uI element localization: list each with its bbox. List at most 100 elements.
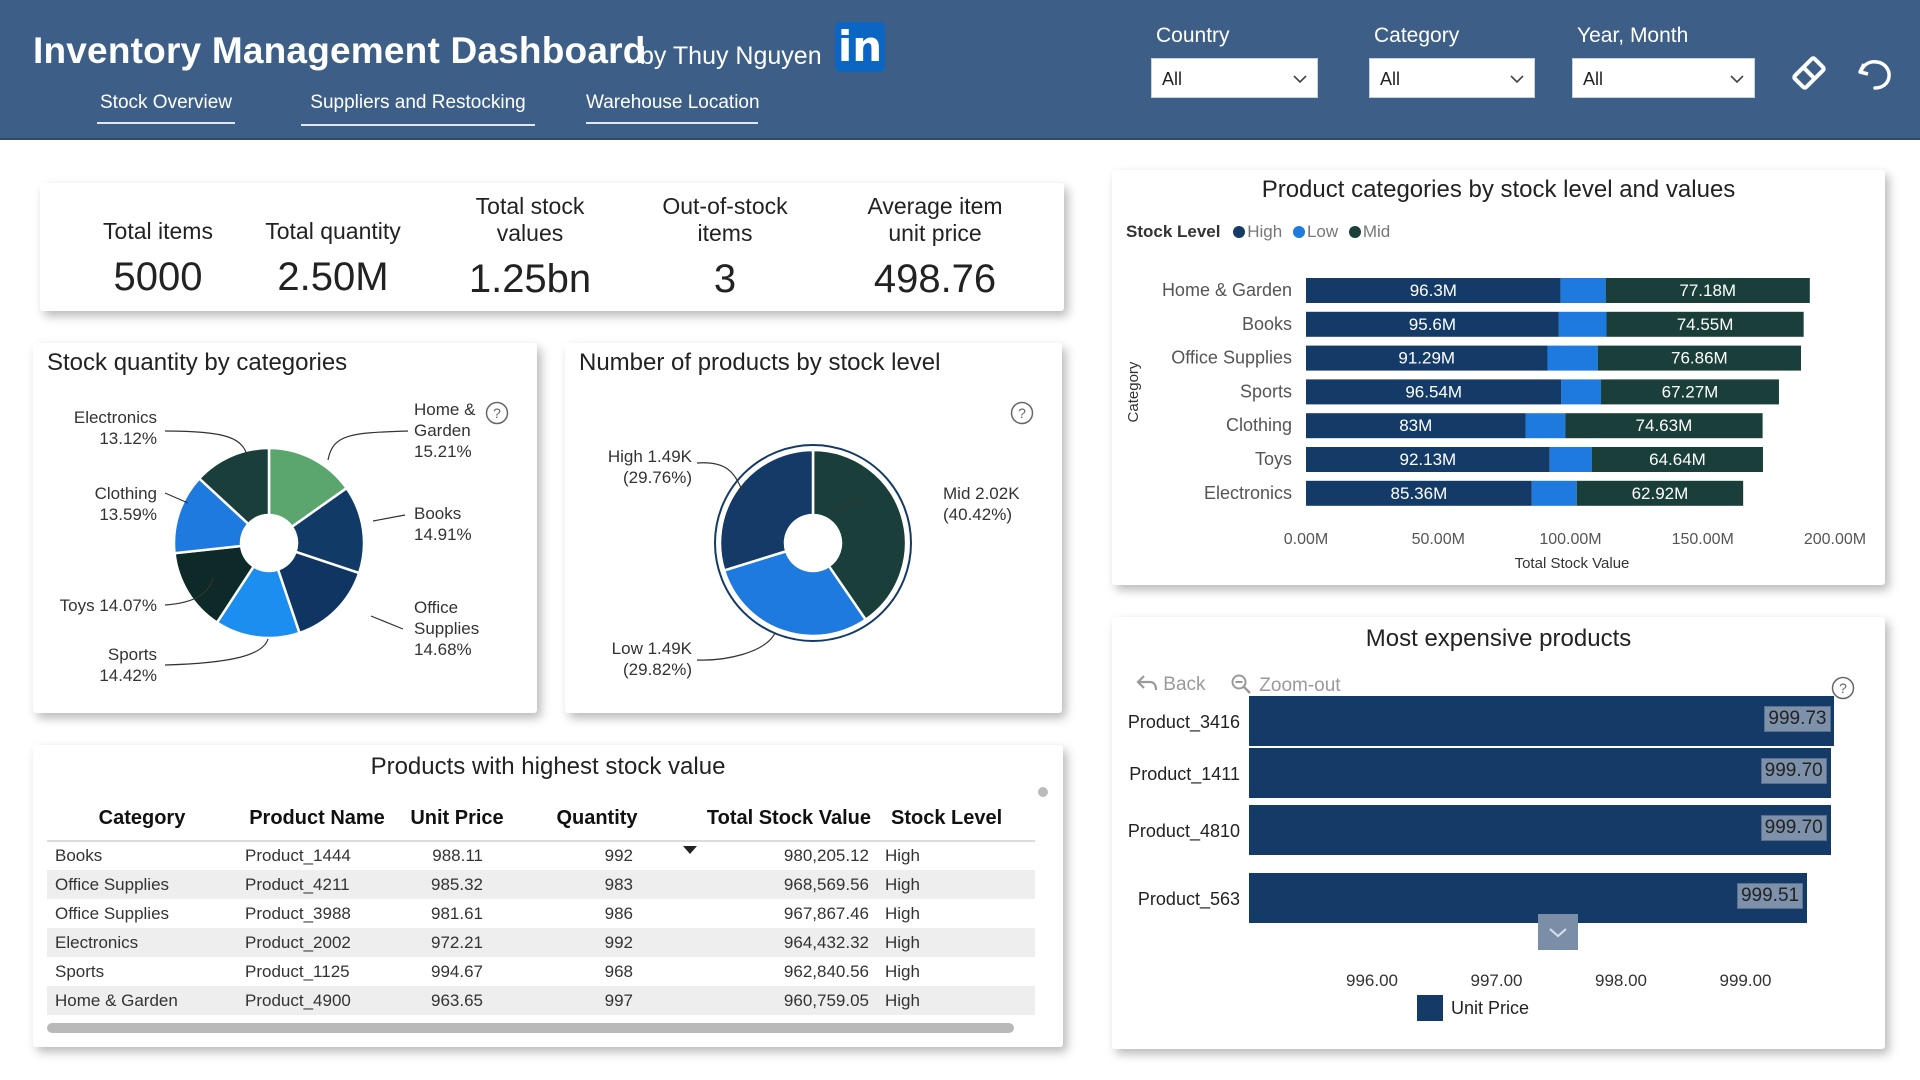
bar-low-books[interactable] (1558, 311, 1607, 337)
bar-value-label: 999.73 (1764, 706, 1831, 732)
table-row[interactable]: Electronics Product_2002 972.21 992 964,432.… (47, 928, 1035, 957)
table-row[interactable]: Home & Garden Product_4900 963.65 997 960,75… (47, 986, 1035, 1015)
donut-slice-electronics[interactable] (197, 446, 271, 526)
bar-low-office-supplies[interactable] (1547, 345, 1598, 371)
bar-mid-office-supplies[interactable] (1597, 345, 1802, 371)
bar-mid-sports[interactable] (1601, 379, 1779, 405)
kpi-total-items: Total items 5000 (88, 206, 228, 306)
bar-low-home-and-garden[interactable] (1560, 278, 1606, 303)
legend: Stock Level High Low Mid (1126, 222, 1390, 242)
leader-line-books (372, 514, 406, 522)
column-header-total-stock-value[interactable]: Total Stock Value (677, 797, 877, 854)
cell-stock-level: High (877, 928, 1035, 957)
leader-line-sports (164, 638, 269, 666)
card-title: Number of products by stock level (579, 349, 941, 376)
eraser-icon[interactable] (1786, 50, 1832, 96)
donut-slice-high[interactable] (718, 448, 815, 572)
table-row[interactable]: Office Supplies Product_4211 985.32 983 968,… (47, 870, 1035, 899)
cell-category: Office Supplies (47, 870, 237, 899)
tab-underline (97, 122, 235, 124)
horizontal-scrollbar[interactable] (47, 1023, 1014, 1033)
table-row[interactable]: Office Supplies Product_3988 981.61 986 967,… (47, 899, 1035, 928)
year-month-dropdown[interactable]: All (1572, 58, 1755, 98)
cell-unit-price: 972.21 (397, 928, 517, 957)
leader-line-clothing (164, 492, 189, 504)
bar-high-office-supplies[interactable] (1306, 345, 1548, 371)
tab-suppliers-restocking[interactable]: Suppliers and Restocking (301, 92, 535, 126)
kpi-total-stock-values: Total stock values 1.25bn (460, 193, 600, 303)
bar-high-electronics[interactable] (1306, 480, 1532, 506)
categories-stacked-bar-chart[interactable]: Home & Garden Books Office Supplies Sports C… (1112, 170, 1885, 585)
donut-slice-mid[interactable] (811, 448, 908, 622)
donut-slice-books[interactable] (290, 486, 366, 575)
scroll-down-handle[interactable] (1538, 914, 1578, 950)
header-bar: Inventory Management Dashboard by Thuy N… (0, 0, 1920, 140)
zoom-out-button[interactable]: Zoom-out (1230, 674, 1341, 697)
tab-stock-overview[interactable]: Stock Overview (97, 92, 235, 124)
bar-high-toys[interactable] (1306, 447, 1550, 472)
cell-total-stock-value: 960,759.05 (677, 986, 877, 1015)
back-button[interactable]: Back (1136, 674, 1206, 696)
bar-mid-books[interactable] (1606, 311, 1804, 337)
bar-low-electronics[interactable] (1531, 480, 1577, 506)
legend-item-low[interactable]: Low (1292, 222, 1338, 241)
country-dropdown[interactable]: All (1151, 58, 1318, 98)
kpi-average-item-unit-price: Average item unit price 498.76 (855, 193, 1015, 303)
column-header-category[interactable]: Category (47, 797, 237, 842)
bar-value-label: 999.70 (1760, 758, 1827, 784)
cell-quantity: 997 (517, 986, 677, 1015)
cell-total-stock-value: 962,840.56 (783, 961, 869, 981)
x-axis-tick-label: 0.00M (1284, 531, 1328, 548)
bar-mid-toys[interactable] (1592, 447, 1763, 472)
donut-slice-sports[interactable] (215, 564, 302, 640)
table-row[interactable]: Sports Product_1125 994.67 968 962,840.56 Hig… (47, 957, 1035, 986)
tab-warehouse-location[interactable]: Warehouse Location (586, 92, 760, 124)
bar-low-sports[interactable] (1561, 379, 1602, 405)
help-icon[interactable]: ? (1831, 676, 1855, 700)
donut-slice-office-supplies[interactable] (276, 550, 361, 635)
bar-high-home-and-garden[interactable] (1306, 278, 1561, 303)
donut-slice-low[interactable] (722, 549, 868, 638)
bar-value-label: 83M (1399, 416, 1432, 435)
bar-low-toys[interactable] (1549, 447, 1593, 472)
bar-product-4810[interactable] (1249, 805, 1831, 855)
linkedin-icon[interactable]: in (835, 22, 885, 72)
stock-by-category-donut[interactable] (33, 343, 537, 713)
bar-high-sports[interactable] (1306, 379, 1562, 405)
column-header-stock-level[interactable]: Stock Level (877, 797, 1035, 842)
legend-item-mid[interactable]: Mid (1348, 222, 1390, 241)
chevron-down-icon (1293, 75, 1307, 84)
bar-product-1411[interactable] (1249, 748, 1831, 798)
table-column-scroll-dot[interactable] (1038, 787, 1048, 797)
bar-product-3416[interactable] (1249, 696, 1835, 746)
bar-mid-clothing[interactable] (1565, 413, 1763, 439)
bar-high-books[interactable] (1306, 311, 1559, 337)
donut-slice-home-and-garden[interactable] (267, 446, 349, 529)
bar-mid-electronics[interactable] (1576, 480, 1744, 506)
bar-product-563[interactable] (1249, 873, 1807, 923)
donut-slice-toys[interactable] (173, 544, 256, 625)
column-header-product-name[interactable]: Product Name (237, 797, 397, 842)
leader-line-electronics (164, 430, 249, 459)
category-dropdown[interactable]: All (1369, 58, 1535, 98)
help-icon[interactable]: ? (485, 401, 509, 425)
reset-undo-icon[interactable] (1852, 50, 1898, 96)
column-header-unit-price[interactable]: Unit Price (397, 797, 517, 842)
cell-total-stock-value: 968,569.56 (677, 870, 877, 899)
table-row[interactable]: Books Product_1444 988.11 992 980,205.12 High (47, 841, 1035, 870)
stock-level-donut[interactable] (565, 343, 1062, 713)
cell-unit-price: 988.11 (432, 846, 483, 865)
bar-high-clothing[interactable] (1306, 413, 1526, 439)
help-icon[interactable]: ? (1010, 401, 1034, 425)
card-title: Product categories by stock level and va… (1261, 176, 1736, 203)
bar-low-clothing[interactable] (1525, 413, 1566, 439)
donut-label-office-supplies: Office Supplies 14.68% (414, 598, 480, 659)
legend-item-high[interactable]: High (1233, 222, 1282, 241)
bar-mid-home-and-garden[interactable] (1605, 278, 1810, 303)
cell-quantity: 986 (604, 903, 633, 923)
cell-stock-level: High (877, 986, 1035, 1015)
donut-label-toys: Toys 14.07% (59, 596, 157, 615)
kpi-label: Total quantity (265, 218, 401, 244)
column-header-quantity[interactable]: Quantity (517, 797, 677, 842)
kpi-value: 3 (713, 257, 737, 301)
